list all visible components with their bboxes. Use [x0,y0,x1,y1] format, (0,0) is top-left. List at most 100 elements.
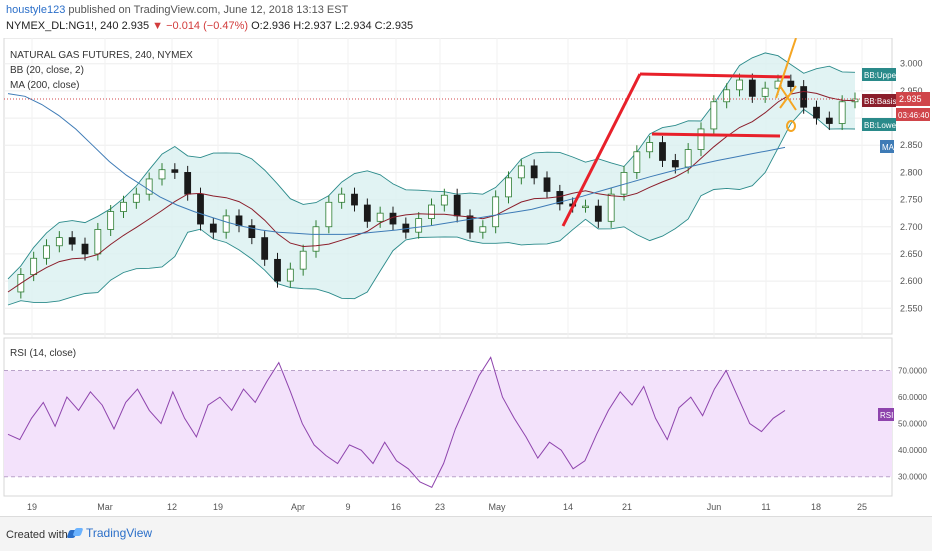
time-tick-label: 21 [622,502,632,512]
chart-area[interactable]: NATURAL GAS FUTURES, 240, NYMEX BB (20, … [0,37,932,516]
time-tick-label: Apr [291,502,305,512]
candle-body [530,165,538,179]
countdown-tag [896,108,930,121]
time-tick-label: 25 [857,502,867,512]
bb-lower-tag-text: BB:Lower [864,121,899,130]
rsi-title[interactable]: RSI (14, close) [10,348,76,359]
candle-body [543,177,551,192]
candle-body [415,218,423,233]
candle-body [158,169,166,180]
candle-body [607,193,615,222]
candle-body [197,193,204,225]
candle-body [838,101,846,124]
rsi-band-fill [4,370,892,477]
candle-body [338,193,346,203]
bb-basis-tag [862,94,896,107]
candle-body [505,177,512,198]
rsi-tick-label: 50.0000 [898,420,927,429]
channel-bottom-line[interactable] [651,132,781,138]
last-price-tag-text: 2.935 [899,94,922,104]
candle-body [55,237,63,247]
time-tick-label: 19 [213,502,223,512]
flagpole-line[interactable] [561,73,642,227]
bollinger-band-fill [8,52,855,306]
time-tick-label: 18 [811,502,821,512]
rsi-line [7,356,786,488]
time-tick-label: 19 [27,502,37,512]
candle-body [81,243,89,255]
x-mark-drawing[interactable] [779,85,797,111]
candle-body [825,117,833,124]
candle-body [428,204,435,220]
price-axis-labels: BB:Upper BB:Basis BB:Lower MA 2.935 03:4… [862,68,930,153]
candle-body [582,205,589,209]
price-tick-label: 2.950 [900,86,923,96]
time-tick-label: Jun [707,502,722,512]
candle-body [94,229,102,255]
candle-body [120,201,127,212]
candle-body [479,226,487,233]
rsi-tick-label: 70.0000 [898,367,927,376]
rsi-axis[interactable]: 70.0000 60.0000 50.0000 40.0000 30.0000 [898,367,927,482]
footer: Created with TradingView [0,516,932,551]
candle-body [68,237,76,245]
symbol-line: NYMEX_DL:NG1!, 240 2.935 ▼ −0.014 (−0.47… [6,20,413,32]
candle-body [299,250,307,270]
change-text: ▼ −0.014 (−0.47%) [152,20,249,32]
candle-body [710,101,718,130]
bb-upper-tag [862,68,896,81]
candle-body [492,196,500,228]
last-price-text: 2.935 [121,20,150,32]
candle-body [222,215,230,233]
candle-body [761,87,769,97]
rsi-tag [878,408,894,421]
rsi-tick-label: 30.0000 [898,473,927,482]
circle-mark-drawing[interactable] [786,120,796,132]
publish-line: houstyle123 published on TradingView.com… [6,4,348,16]
candle-body [466,215,474,233]
chart-svg[interactable]: NATURAL GAS FUTURES, 240, NYMEX BB (20, … [0,37,932,516]
candle-body [132,193,140,203]
time-axis[interactable]: 19 Mar 12 19 Apr 9 16 23 May 14 21 Jun 11 18 25 [27,502,867,512]
candle-body [736,79,743,91]
candle-body [43,245,50,259]
price-tick-label: 3.000 [900,59,923,69]
candle-body [312,226,320,252]
candle-body [171,169,179,173]
candle-body [248,225,256,239]
price-tick-label: 2.800 [900,167,923,177]
chart-header: houstyle123 published on TradingView.com… [0,0,932,36]
trendline-drawings[interactable] [561,37,797,227]
tradingview-brand-text: TradingView [86,526,153,540]
price-tick-label: 2.700 [900,222,923,232]
bb-upper-tag-text: BB:Upper [864,71,899,80]
bb-basis-tag-text: BB:Basis [864,97,896,106]
bb-lower-tag [862,118,896,131]
candle-body [145,178,153,195]
price-tick-label: 2.850 [900,140,923,150]
time-tick-label: Mar [97,502,113,512]
candle-body [286,268,294,282]
last-price-tag [896,92,930,106]
price-tick-label: 2.550 [900,303,923,313]
author-link[interactable]: houstyle123 [6,4,66,16]
candle-body [453,194,461,217]
ma-indicator-label[interactable]: MA (200, close) [10,80,79,91]
time-tick-label: 23 [435,502,445,512]
price-tick-label: 2.600 [900,276,923,286]
time-tick-label: 9 [345,502,350,512]
time-tick-label: 14 [563,502,573,512]
candle-body [659,142,666,161]
candle-body [633,151,641,173]
moving-average-line [7,93,786,235]
candle-body [671,160,679,168]
candle-body [376,212,384,222]
rsi-tick-label: 40.0000 [898,446,927,455]
tradingview-logo-icon [68,528,82,538]
bb-indicator-label[interactable]: BB (20, close, 2) [10,65,84,76]
tradingview-brand[interactable]: TradingView [68,526,152,540]
breakout-arrow-line[interactable] [775,37,797,99]
candle-body [800,86,808,108]
channel-top-line[interactable] [639,72,791,79]
rsi-tick-label: 60.0000 [898,393,927,402]
